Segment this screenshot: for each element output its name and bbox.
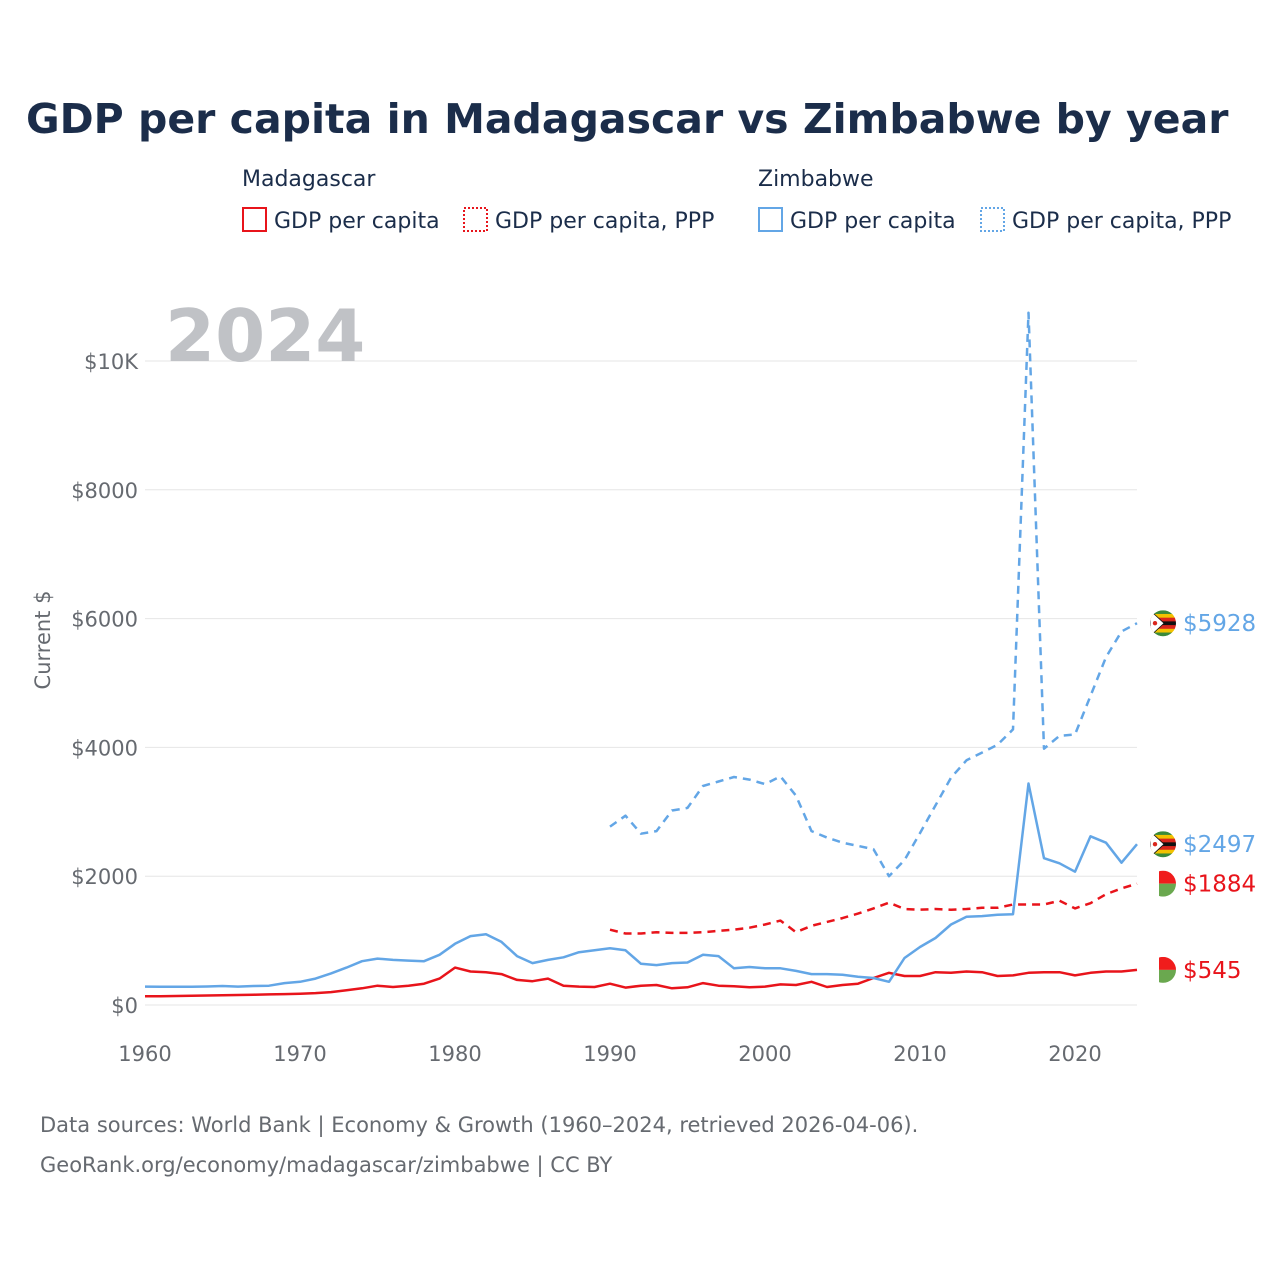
y-tick-label: $0 [111, 994, 138, 1018]
madagascar-flag-icon [1150, 956, 1176, 983]
madagascar-flag-icon [1150, 870, 1176, 897]
legend: Madagascar GDP per capita GDP per capita… [242, 167, 1231, 234]
legend-item-madagascar-gdp[interactable]: GDP per capita [274, 209, 440, 234]
y-tick-label: $6000 [71, 608, 138, 632]
series-line-zimbabwe-gdp-per-capita-ppp[interactable] [609, 311, 1138, 878]
series-line-zimbabwe-gdp-per-capita[interactable] [144, 782, 1138, 989]
series-line-madagascar-gdp-per-capita-ppp[interactable] [609, 882, 1138, 935]
y-tick-label: $8000 [71, 479, 138, 503]
x-tick-label: 2010 [893, 1042, 946, 1066]
series-line-madagascar-gdp-per-capita[interactable] [144, 966, 1138, 998]
series-lines [144, 311, 1138, 998]
x-tick-label: 1990 [583, 1042, 636, 1066]
legend-swatch-zimbabwe-gdp [758, 207, 783, 232]
legend-item-madagascar-ppp[interactable]: GDP per capita, PPP [495, 209, 714, 234]
x-tick-label: 2020 [1048, 1042, 1101, 1066]
end-value-label: $5928 [1183, 611, 1256, 637]
legend-group-zimbabwe: Zimbabwe [758, 167, 874, 192]
year-label: 2024 [165, 294, 365, 378]
legend-swatch-madagascar-gdp [242, 207, 267, 232]
end-labels: $5928 $2497 $1884 $545 [1150, 610, 1256, 984]
legend-swatch-zimbabwe-ppp [980, 207, 1005, 232]
y-tick-label: $10K [84, 350, 139, 374]
y-axis-label: Current $ [31, 591, 55, 690]
legend-swatch-madagascar-ppp [463, 207, 488, 232]
y-tick-label: $4000 [71, 736, 138, 760]
end-value-label: $545 [1183, 958, 1242, 984]
y-axis-ticks: $0 $2000 $4000 $6000 $8000 $10K [71, 350, 139, 1018]
end-value-label: $2497 [1183, 832, 1256, 858]
x-tick-label: 1980 [428, 1042, 481, 1066]
end-value-label: $1884 [1183, 872, 1256, 898]
legend-group-madagascar: Madagascar [242, 167, 376, 192]
grid [145, 360, 1137, 1006]
zimbabwe-flag-icon [1150, 610, 1176, 637]
zimbabwe-flag-icon [1150, 831, 1176, 858]
x-tick-label: 1960 [118, 1042, 171, 1066]
x-tick-label: 2000 [738, 1042, 791, 1066]
y-tick-label: $2000 [71, 865, 138, 889]
source-line-1: Data sources: World Bank | Economy & Gro… [40, 1113, 918, 1138]
chart-title: GDP per capita in Madagascar vs Zimbabwe… [26, 95, 1229, 143]
legend-item-zimbabwe-gdp[interactable]: GDP per capita [790, 209, 956, 234]
legend-item-zimbabwe-ppp[interactable]: GDP per capita, PPP [1012, 209, 1231, 234]
x-axis-ticks: 1960 1970 1980 1990 2000 2010 2020 [118, 1042, 1101, 1066]
source-line-2[interactable]: GeoRank.org/economy/madagascar/zimbabwe … [40, 1153, 613, 1178]
x-tick-label: 1970 [273, 1042, 326, 1066]
